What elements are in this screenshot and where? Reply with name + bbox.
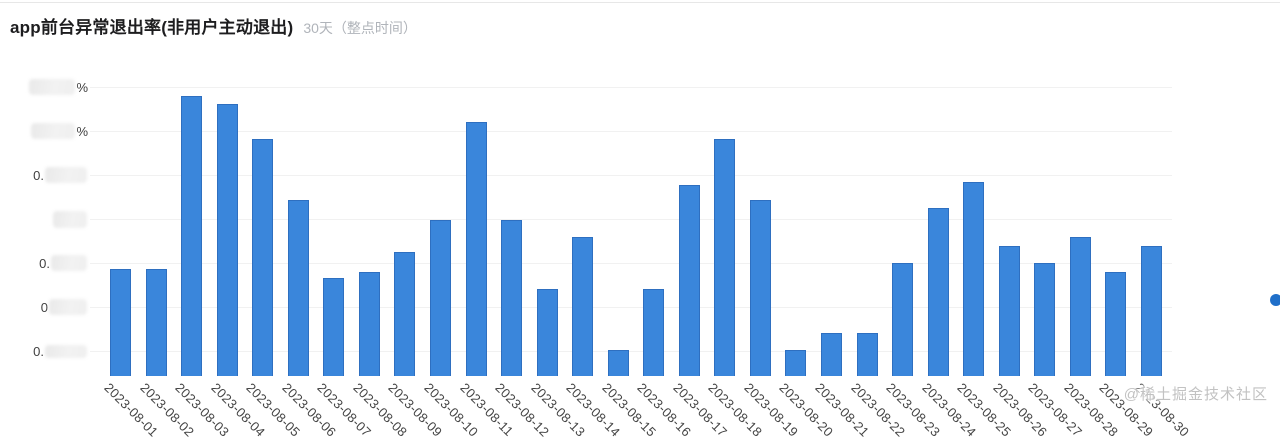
redacted-value-smudge	[45, 167, 87, 183]
gridline	[90, 131, 1172, 132]
bar-2023-08-09[interactable]	[394, 252, 416, 376]
y-axis-label	[0, 210, 88, 228]
redacted-value-smudge	[49, 299, 87, 315]
card-top-border	[0, 2, 1280, 3]
bar-2023-08-21[interactable]	[821, 333, 842, 376]
gridline	[90, 351, 1172, 352]
bar-2023-08-04[interactable]	[216, 104, 238, 376]
redacted-value-smudge	[53, 210, 87, 228]
bar-2023-08-26[interactable]	[998, 246, 1020, 376]
bar-2023-08-17[interactable]	[678, 185, 700, 376]
gridline	[90, 263, 1172, 264]
bar-2023-08-19[interactable]	[749, 200, 771, 376]
gridline	[90, 219, 1172, 220]
redacted-value-smudge	[29, 79, 76, 95]
chart-subtitle: 30天（整点时间）	[303, 20, 417, 36]
bar-2023-08-13[interactable]	[536, 289, 558, 376]
bar-2023-08-30[interactable]	[1140, 246, 1162, 376]
bar-2023-08-28[interactable]	[1069, 237, 1091, 376]
bar-2023-08-27[interactable]	[1034, 263, 1056, 376]
y-axis-label: %	[0, 122, 88, 140]
floating-dot[interactable]	[1270, 294, 1280, 306]
bar-2023-08-14[interactable]	[572, 237, 594, 376]
redacted-value-smudge	[45, 344, 87, 358]
bar-2023-08-18[interactable]	[714, 139, 736, 376]
chart-title: app前台异常退出率(非用户主动退出)	[10, 18, 294, 37]
y-axis-label: 0.	[0, 166, 88, 184]
y-axis-label: 0.	[0, 254, 88, 272]
y-axis-label: 0	[0, 298, 88, 316]
redacted-value-smudge	[31, 123, 76, 139]
bar-2023-08-25[interactable]	[963, 182, 985, 376]
bar-2023-08-07[interactable]	[323, 278, 345, 376]
bar-2023-08-08[interactable]	[358, 272, 380, 376]
bar-2023-08-23[interactable]	[892, 263, 914, 376]
bar-2023-08-01[interactable]	[110, 269, 131, 376]
bar-2023-08-06[interactable]	[287, 200, 309, 376]
bar-2023-08-11[interactable]	[465, 122, 487, 376]
bar-2023-08-12[interactable]	[501, 220, 522, 376]
redacted-value-smudge	[51, 255, 87, 271]
gridline	[90, 307, 1172, 308]
gridline	[90, 175, 1172, 176]
bar-2023-08-20[interactable]	[785, 350, 807, 376]
bar-2023-08-29[interactable]	[1105, 272, 1127, 376]
gridline	[90, 87, 1172, 88]
chart-header: app前台异常退出率(非用户主动退出) 30天（整点时间）	[10, 13, 417, 38]
bar-2023-08-03[interactable]	[181, 96, 203, 376]
bar-2023-08-10[interactable]	[429, 220, 451, 376]
bar-chart: %% 0. 0. 0 0. 2023-08-01 2023-08-02 2023-08-03 2…	[0, 78, 1192, 440]
bar-2023-08-22[interactable]	[856, 333, 878, 376]
y-axis-label: %	[0, 78, 88, 96]
bar-2023-08-05[interactable]	[252, 139, 274, 376]
y-axis-label: 0.	[0, 342, 88, 360]
bar-2023-08-15[interactable]	[607, 350, 629, 376]
watermark: @稀土掘金技术社区	[1123, 386, 1268, 403]
bar-2023-08-16[interactable]	[643, 289, 665, 376]
bar-2023-08-02[interactable]	[145, 269, 167, 376]
bar-2023-08-24[interactable]	[927, 208, 949, 376]
